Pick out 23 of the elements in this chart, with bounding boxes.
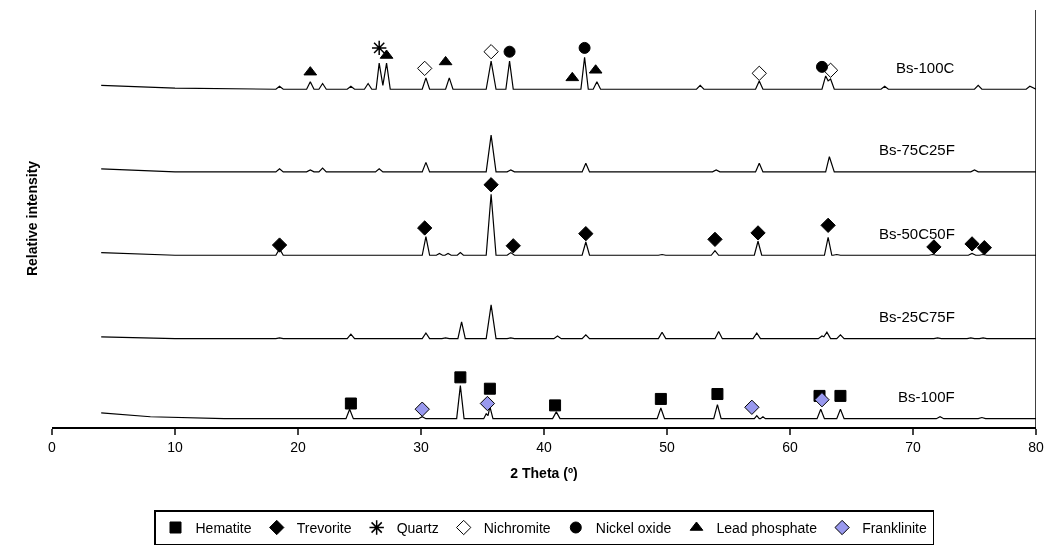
x-tick-label: 20 xyxy=(290,438,306,455)
series-label: Bs-100F xyxy=(898,388,955,405)
x-tick-label: 0 xyxy=(48,438,57,455)
x-tick-label: 10 xyxy=(167,438,183,455)
legend-label: Trevorite xyxy=(296,519,352,536)
x-tick-label: 40 xyxy=(536,438,552,455)
series-label: Bs-50C50F xyxy=(879,225,955,242)
x-tick-label: 70 xyxy=(905,438,921,455)
legend-label: Nichromite xyxy=(483,519,551,536)
x-tick-label: 60 xyxy=(782,438,798,455)
legend-label: Franklinite xyxy=(862,519,927,536)
x-tick-label: 50 xyxy=(659,438,675,455)
legend-label: Quartz xyxy=(396,519,439,536)
y-axis-title: Relative intensity xyxy=(23,160,40,277)
x-tick-label: 30 xyxy=(413,438,429,455)
legend-label: Hematite xyxy=(195,519,252,536)
series-label: Bs-25C75F xyxy=(879,308,955,325)
series-label: Bs-75C25F xyxy=(879,141,955,158)
legend-label: Lead phosphate xyxy=(716,519,818,536)
x-tick-label: 80 xyxy=(1028,438,1044,455)
x-axis-title: 2 Theta (º) xyxy=(510,465,578,482)
series-label: Bs-100C xyxy=(896,59,955,76)
legend-label: Nickel oxide xyxy=(595,519,672,536)
